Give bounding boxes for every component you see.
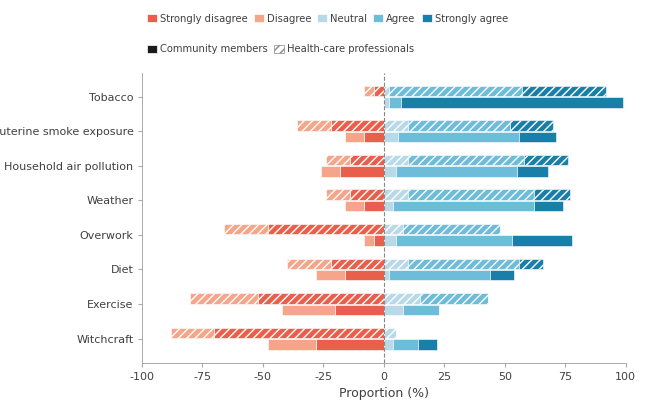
Bar: [384, 86, 388, 96]
Bar: [401, 97, 623, 108]
Bar: [533, 189, 570, 200]
Bar: [384, 270, 388, 280]
Bar: [326, 189, 350, 200]
Bar: [396, 166, 517, 177]
Bar: [403, 224, 500, 235]
Bar: [297, 120, 330, 131]
Bar: [384, 201, 393, 211]
Bar: [408, 189, 533, 200]
Bar: [519, 259, 543, 269]
Bar: [330, 259, 384, 269]
Bar: [393, 339, 418, 349]
Bar: [510, 120, 553, 131]
Bar: [398, 132, 519, 142]
Bar: [384, 166, 396, 177]
Bar: [350, 155, 384, 165]
Bar: [393, 201, 533, 211]
Bar: [418, 339, 437, 349]
Bar: [384, 189, 408, 200]
Bar: [326, 155, 350, 165]
Bar: [341, 166, 384, 177]
Bar: [408, 120, 510, 131]
Bar: [350, 189, 384, 200]
Bar: [316, 270, 345, 280]
Bar: [384, 339, 393, 349]
Bar: [517, 166, 548, 177]
X-axis label: Proportion (%): Proportion (%): [339, 387, 429, 400]
Bar: [364, 86, 374, 96]
Bar: [364, 201, 384, 211]
Bar: [364, 132, 384, 142]
Bar: [345, 132, 364, 142]
Bar: [364, 235, 374, 246]
Bar: [335, 305, 384, 315]
Legend: Community members, Health-care professionals: Community members, Health-care professio…: [147, 44, 414, 54]
Bar: [330, 120, 384, 131]
Bar: [524, 155, 568, 165]
Bar: [384, 224, 403, 235]
Bar: [408, 259, 519, 269]
Bar: [522, 86, 606, 96]
Bar: [384, 259, 408, 269]
Bar: [374, 235, 384, 246]
Bar: [388, 270, 490, 280]
Bar: [384, 120, 408, 131]
Bar: [384, 235, 396, 246]
Bar: [345, 270, 384, 280]
Bar: [321, 166, 341, 177]
Bar: [388, 86, 522, 96]
Bar: [384, 155, 408, 165]
Bar: [396, 235, 512, 246]
Bar: [224, 224, 268, 235]
Bar: [490, 270, 515, 280]
Bar: [384, 97, 388, 108]
Bar: [519, 132, 555, 142]
Bar: [258, 293, 384, 303]
Bar: [533, 201, 562, 211]
Bar: [268, 224, 384, 235]
Bar: [403, 305, 439, 315]
Bar: [287, 259, 330, 269]
Bar: [171, 328, 214, 338]
Bar: [214, 328, 384, 338]
Bar: [374, 86, 384, 96]
Bar: [384, 305, 403, 315]
Bar: [283, 305, 335, 315]
Bar: [384, 328, 396, 338]
Bar: [384, 132, 398, 142]
Bar: [345, 201, 364, 211]
Bar: [388, 97, 401, 108]
Bar: [420, 293, 488, 303]
Bar: [190, 293, 258, 303]
Bar: [316, 339, 384, 349]
Bar: [384, 293, 420, 303]
Bar: [268, 339, 316, 349]
Bar: [512, 235, 573, 246]
Bar: [408, 155, 524, 165]
